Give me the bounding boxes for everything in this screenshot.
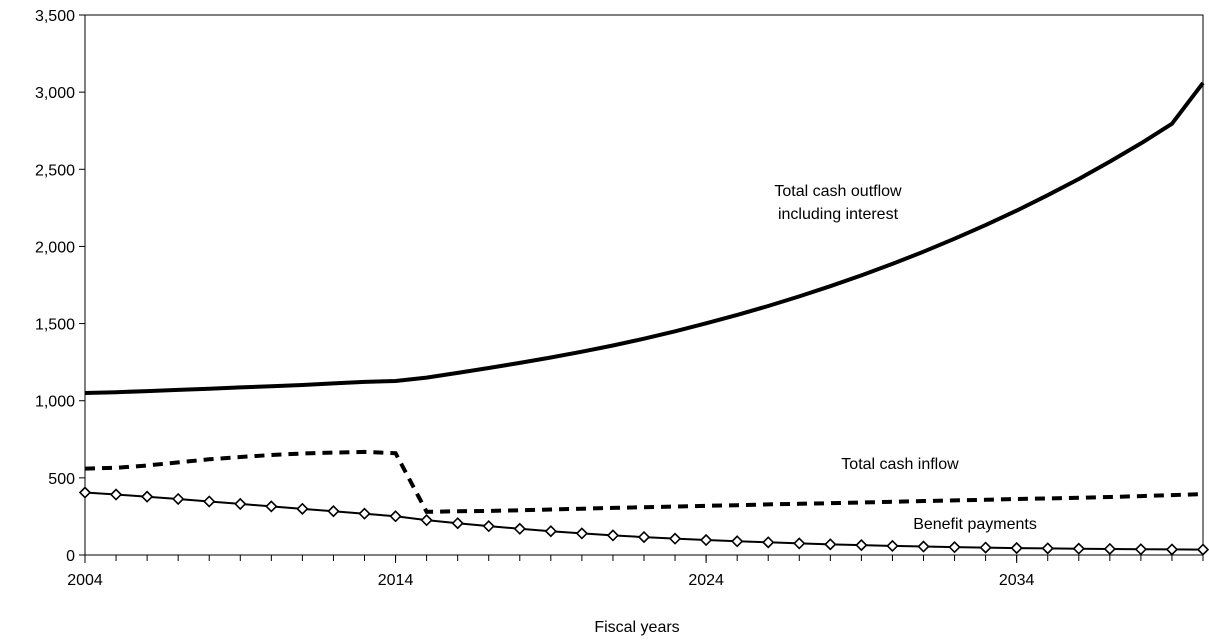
y-tick-label: 3,000 xyxy=(35,85,75,102)
data-point xyxy=(140,490,154,503)
data-point xyxy=(482,520,495,533)
y-tick-label: 500 xyxy=(48,471,75,488)
x-tick-label: 2024 xyxy=(688,572,724,589)
data-point xyxy=(1165,543,1179,556)
y-tick-label: 1,000 xyxy=(35,394,75,411)
series-label-0: Total cash outflow including interest xyxy=(774,183,902,223)
y-tick-label: 1,500 xyxy=(35,317,75,334)
data-point xyxy=(668,532,682,545)
data-point xyxy=(917,540,930,553)
x-tick-label: 2004 xyxy=(67,572,103,589)
axes: 0 500 1,000 1,500 2,000 2,500 3,000 3,500 2004 20… xyxy=(35,8,1204,589)
series-line xyxy=(84,449,1204,514)
data-point xyxy=(234,497,247,511)
data-point xyxy=(886,539,899,553)
data-point xyxy=(606,529,620,542)
y-tick-label: 2,000 xyxy=(35,239,75,256)
data-point xyxy=(513,522,526,535)
data-point xyxy=(731,535,744,548)
series-label-line: Benefit payments xyxy=(913,516,1037,533)
data-point xyxy=(203,495,216,508)
x-tick-label: 2034 xyxy=(999,572,1035,589)
series-label-line: including interest xyxy=(778,206,899,223)
data-point xyxy=(1134,543,1148,556)
data-point xyxy=(1010,541,1023,555)
data-point xyxy=(637,530,651,544)
plot-frame xyxy=(84,14,1204,556)
data-point xyxy=(109,488,123,501)
data-point xyxy=(793,537,806,550)
y-tick-label: 3,500 xyxy=(35,8,75,25)
data-point xyxy=(1103,542,1116,556)
series-line xyxy=(84,81,1205,395)
data-point xyxy=(824,538,837,551)
data-point xyxy=(327,505,340,518)
data-point xyxy=(699,533,713,547)
data-point xyxy=(420,513,433,527)
data-point xyxy=(451,517,464,530)
y-tick-label: 0 xyxy=(66,548,75,565)
data-point xyxy=(358,507,371,520)
y-tick-label: 2,500 xyxy=(35,162,75,179)
data-point xyxy=(979,541,992,554)
data-point xyxy=(1072,542,1085,555)
data-point xyxy=(172,492,185,506)
data-point xyxy=(78,486,92,499)
x-axis-label: Fiscal years xyxy=(594,619,679,636)
data-point xyxy=(265,500,278,513)
series-2 xyxy=(78,486,1209,556)
series-0 xyxy=(84,81,1205,395)
data-point xyxy=(389,510,402,523)
x-tick-label: 2014 xyxy=(378,572,414,589)
data-point xyxy=(575,527,589,540)
series-label-2: Benefit payments xyxy=(913,516,1037,533)
series-label-line: Total cash inflow xyxy=(841,456,959,473)
data-point xyxy=(855,538,868,552)
series-label-1: Total cash inflow xyxy=(841,456,959,473)
data-point xyxy=(296,502,309,516)
annotations: Total cash outflow including interestTota… xyxy=(774,183,1036,533)
data-point xyxy=(762,536,775,549)
series-layer xyxy=(78,81,1209,556)
series-1 xyxy=(84,449,1204,514)
data-point xyxy=(948,540,961,554)
series-label-line: Total cash outflow xyxy=(774,183,902,200)
data-point xyxy=(544,525,557,538)
data-point xyxy=(1196,543,1209,556)
data-point xyxy=(1041,542,1054,555)
